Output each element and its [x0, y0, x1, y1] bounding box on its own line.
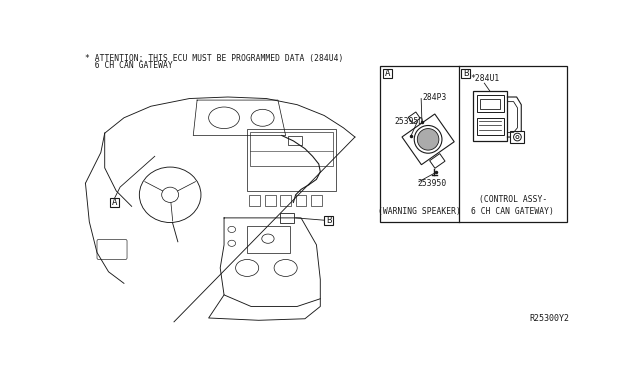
- Bar: [481, 99, 500, 109]
- Bar: [461, 68, 470, 78]
- Text: 6 CH CAN GATEWAY: 6 CH CAN GATEWAY: [86, 61, 173, 70]
- Bar: [380, 66, 566, 222]
- Text: *284U1: *284U1: [470, 74, 500, 83]
- Text: * ATTENTION: THIS ECU MUST BE PROGRAMMED DATA (284U4): * ATTENTION: THIS ECU MUST BE PROGRAMMED…: [86, 54, 344, 63]
- Bar: [511, 131, 524, 143]
- Bar: [247, 129, 336, 191]
- Bar: [247, 225, 289, 253]
- Bar: [477, 118, 504, 135]
- Bar: [473, 91, 508, 141]
- Bar: [280, 195, 291, 206]
- Text: (WARNING SPEAKER): (WARNING SPEAKER): [378, 206, 461, 216]
- Bar: [110, 198, 119, 207]
- Bar: [383, 68, 392, 78]
- Text: (CONTROL ASSY-
6 CH CAN GATEWAY): (CONTROL ASSY- 6 CH CAN GATEWAY): [472, 195, 554, 216]
- Text: A: A: [112, 198, 117, 207]
- Text: A: A: [385, 68, 390, 78]
- Bar: [250, 132, 333, 166]
- Text: B: B: [326, 216, 332, 225]
- Text: B: B: [463, 68, 468, 78]
- Bar: [477, 96, 504, 112]
- Circle shape: [417, 129, 439, 150]
- Bar: [324, 216, 333, 225]
- Bar: [288, 135, 302, 145]
- Bar: [311, 195, 322, 206]
- Text: 253950: 253950: [417, 179, 447, 188]
- Text: 284P3: 284P3: [422, 93, 447, 102]
- Polygon shape: [408, 112, 420, 124]
- Bar: [265, 195, 276, 206]
- Text: R25300Y2: R25300Y2: [529, 314, 569, 323]
- Polygon shape: [429, 154, 445, 168]
- Bar: [250, 195, 260, 206]
- Bar: [296, 195, 307, 206]
- Text: 25395D: 25395D: [394, 117, 424, 126]
- Bar: [280, 212, 294, 223]
